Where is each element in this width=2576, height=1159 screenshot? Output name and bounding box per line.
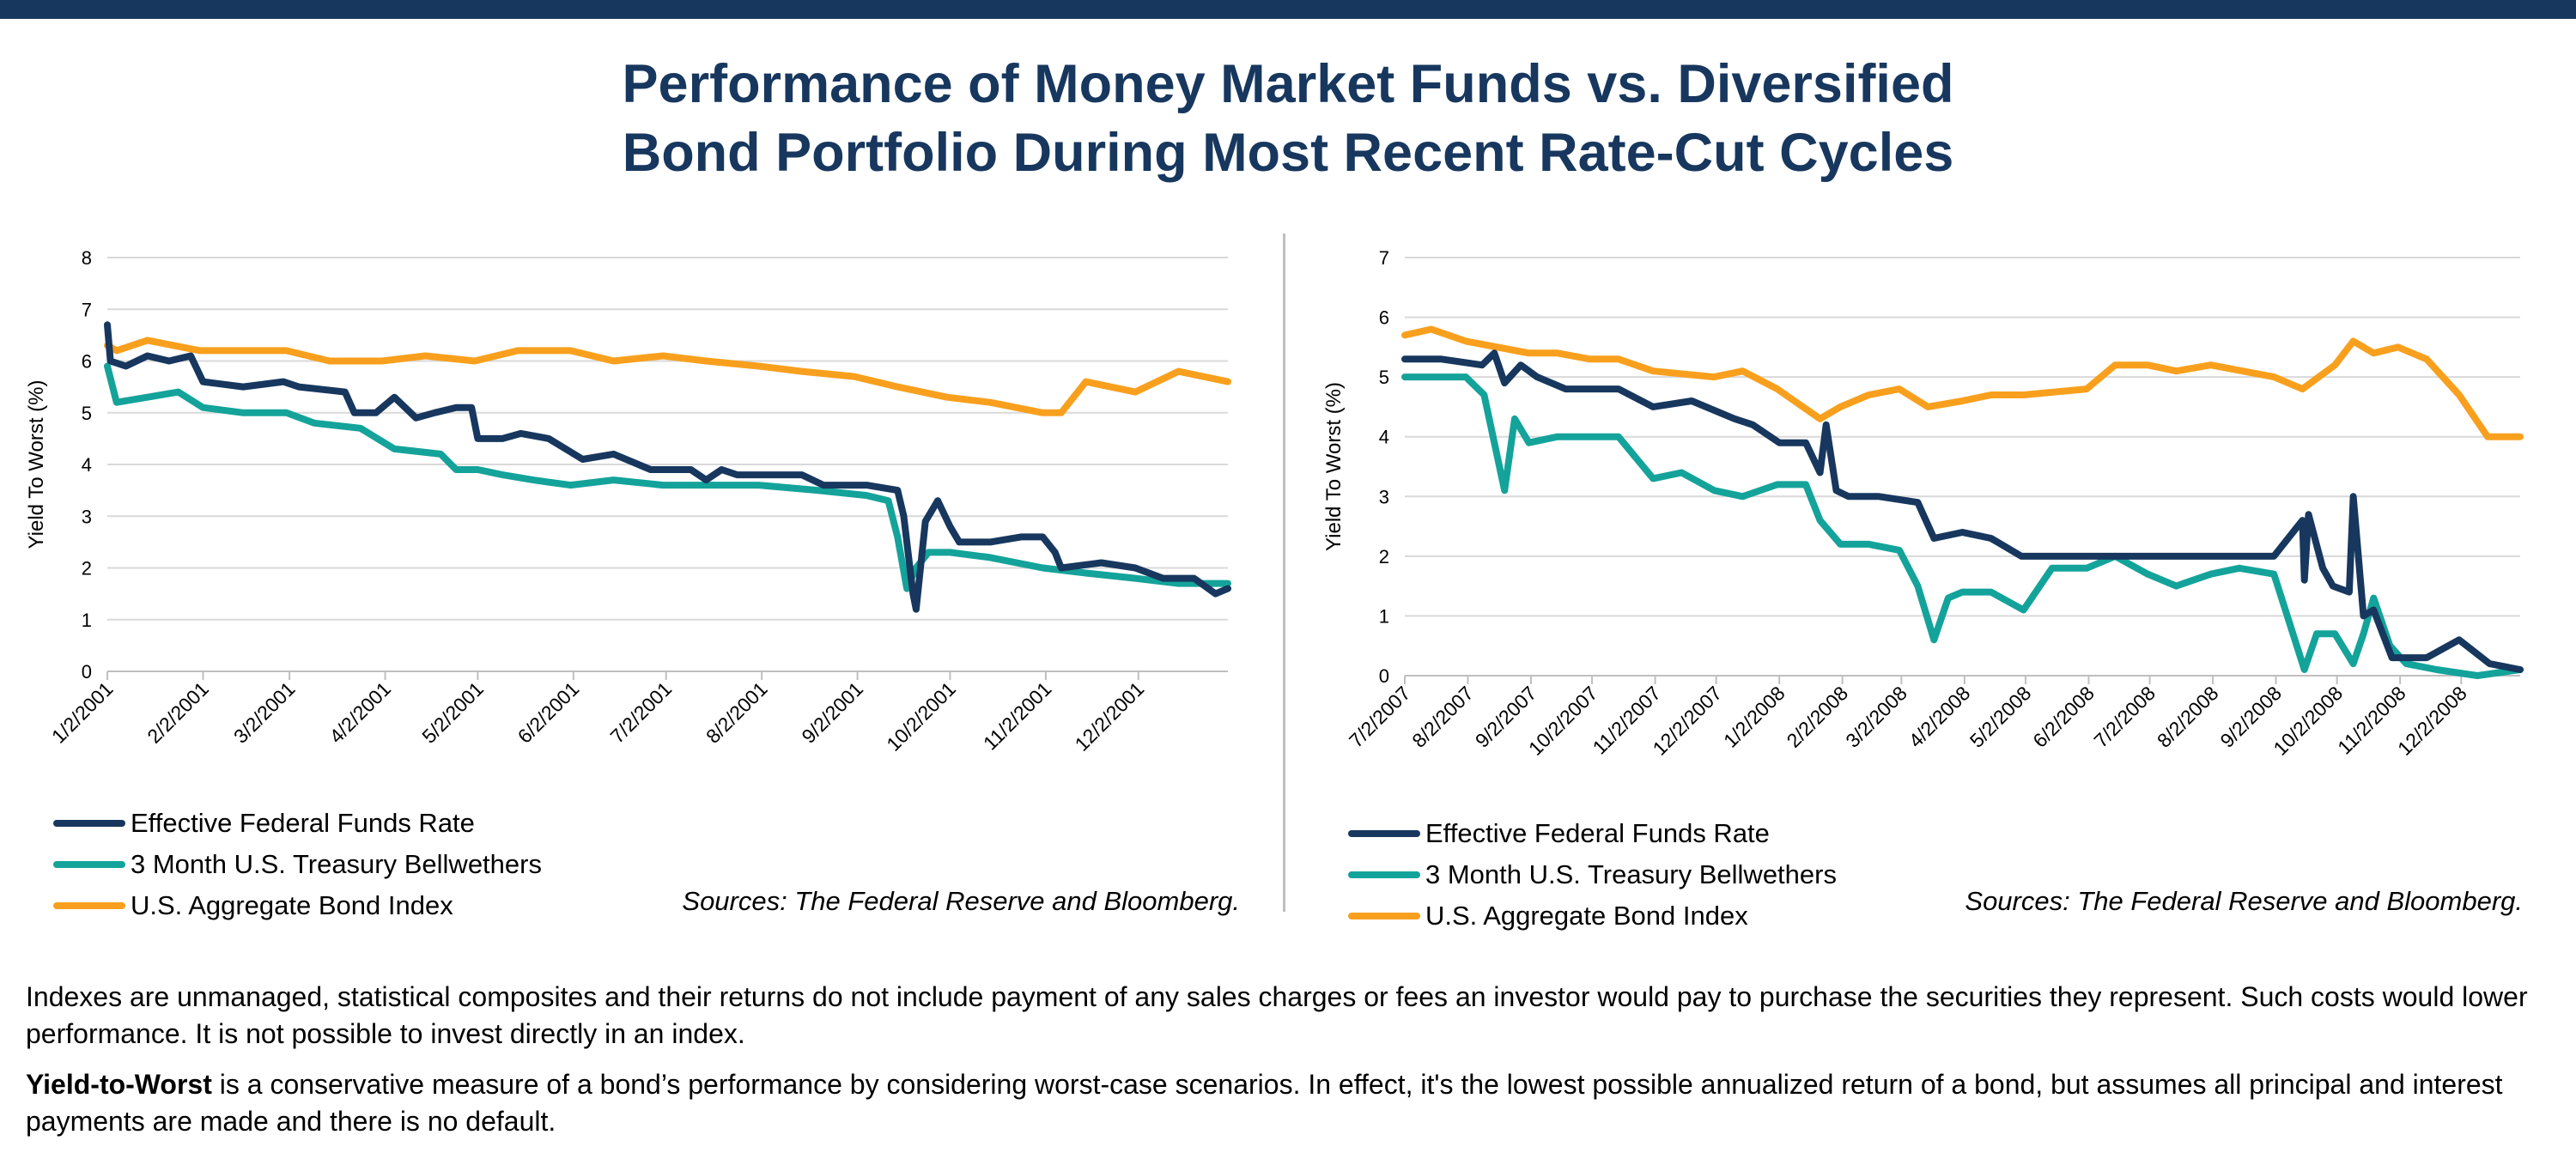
legend-label-aggregate: U.S. Aggregate Bond Index (1425, 901, 1748, 931)
x-tick-label: 1/2/2008 (1719, 682, 1789, 752)
y-tick-label: 3 (1379, 486, 1389, 507)
y-tick-label: 1 (1379, 605, 1389, 627)
x-tick-label: 3/2/2008 (1841, 682, 1911, 752)
legend-item-treasury: 3 Month U.S. Treasury Bellwethers (1348, 854, 1837, 895)
gridlines (1405, 257, 2520, 677)
legend-item-aggregate: U.S. Aggregate Bond Index (53, 885, 542, 926)
x-tick-label: 12/2/2001 (1071, 677, 1149, 755)
x-tick-label: 1/2/2001 (47, 677, 118, 748)
series-line-aggregate (1401, 325, 2524, 440)
legend-swatch-treasury (53, 861, 125, 868)
y-tick-label: 7 (82, 299, 92, 320)
legend-swatch-fed (1348, 830, 1420, 837)
x-tick-label: 5/2/2008 (1965, 682, 2036, 752)
footnote-yield-to-worst: Yield-to-Worst is a conservative measure… (26, 1066, 2542, 1140)
top-brand-bar (0, 0, 2576, 19)
y-tick-label: 6 (1379, 307, 1389, 329)
legend-label-aggregate: U.S. Aggregate Bond Index (131, 890, 453, 920)
legend-item-aggregate: U.S. Aggregate Bond Index (1348, 895, 1837, 937)
y-tick-label: 6 (82, 351, 92, 373)
x-tick-label: 2/2/2008 (1782, 682, 1852, 752)
legend-swatch-aggregate (1348, 913, 1420, 919)
legend-swatch-fed (53, 820, 125, 827)
gridlines (107, 257, 1228, 672)
title-line-1: Performance of Money Market Funds vs. Di… (622, 54, 1954, 114)
y-tick-label: 0 (1379, 665, 1389, 687)
legend-item-fed: Effective Federal Funds Rate (1348, 813, 1837, 854)
footnote-indexes: Indexes are unmanaged, statistical compo… (26, 979, 2542, 1053)
legend-label-treasury: 3 Month U.S. Treasury Bellwethers (131, 849, 542, 879)
y-tick-label: 3 (82, 506, 92, 527)
legend-label-fed: Effective Federal Funds Rate (131, 808, 475, 838)
series-line-treasury (104, 362, 1231, 592)
footnote-ytw-text: is a conservative measure of a bond’s pe… (26, 1069, 2503, 1137)
legend-swatch-aggregate (53, 902, 125, 909)
x-tick-label: 8/2/2007 (1407, 682, 1478, 752)
x-tick-label: 4/2/2001 (325, 677, 395, 748)
y-tick-label: 7 (1379, 247, 1389, 269)
legend-right: Effective Federal Funds Rate 3 Month U.S… (1348, 813, 1837, 937)
y-tick-label: 0 (82, 661, 92, 683)
x-tick-label: 7/2/2008 (2089, 682, 2160, 752)
x-tick-label: 7/2/2001 (606, 677, 677, 748)
x-tick-label: 5/2/2001 (417, 677, 488, 748)
title-line-2: Bond Portfolio During Most Recent Rate-C… (622, 123, 1954, 183)
x-tick-label: 6/2/2001 (513, 677, 584, 748)
y-tick-label: 5 (1379, 367, 1389, 388)
y-tick-label: 5 (82, 403, 92, 424)
series-line-fed (1401, 349, 2524, 673)
series-line-aggregate (104, 337, 1231, 416)
x-tick-label: 7/2/2007 (1345, 682, 1415, 752)
x-tick-label: 3/2/2001 (229, 677, 300, 748)
series-line-treasury (1401, 373, 2524, 679)
legend-label-fed: Effective Federal Funds Rate (1425, 818, 1770, 848)
x-tick-label: 9/2/2001 (797, 677, 867, 748)
y-tick-label: 4 (1379, 427, 1389, 448)
series-line-fed (104, 321, 1231, 613)
chart-2001: 0 1 2 3 4 5 6 7 8 Yield To Worst (%) 1/2/2001 2/2/2… (25, 247, 1231, 755)
x-tick-label: 4/2/2008 (1905, 682, 1975, 752)
x-tick-label: 10/2/2001 (882, 677, 960, 755)
legend-item-treasury: 3 Month U.S. Treasury Bellwethers (53, 844, 542, 885)
chart-divider (1283, 234, 1285, 912)
footnote-ytw-term: Yield-to-Worst (26, 1069, 212, 1100)
legend-label-treasury: 3 Month U.S. Treasury Bellwethers (1425, 859, 1837, 889)
y-tick-label: 4 (82, 454, 92, 476)
x-tick-label: 8/2/2001 (702, 677, 772, 748)
y-axis-label: Yield To Worst (%) (1322, 382, 1346, 551)
sources-left: Sources: The Federal Reserve and Bloombe… (682, 886, 1240, 916)
y-tick-label: 8 (82, 247, 92, 269)
page-title: Performance of Money Market Funds vs. Di… (0, 50, 2576, 187)
y-tick-label: 2 (1379, 546, 1389, 567)
footnote-indexes-text: Indexes are unmanaged, statistical compo… (26, 981, 2528, 1049)
y-axis-label: Yield To Worst (%) (25, 380, 48, 549)
x-tick-label: 2/2/2001 (143, 677, 213, 748)
x-tick-label: 8/2/2008 (2153, 682, 2223, 752)
legend-left: Effective Federal Funds Rate 3 Month U.S… (53, 803, 542, 926)
sources-right: Sources: The Federal Reserve and Bloombe… (1965, 886, 2523, 916)
x-tick-label: 6/2/2008 (2028, 682, 2099, 752)
y-tick-label: 2 (82, 558, 92, 580)
legend-item-fed: Effective Federal Funds Rate (53, 803, 542, 844)
legend-swatch-treasury (1348, 871, 1420, 878)
x-tick-label: 11/2/2001 (979, 677, 1056, 755)
y-tick-label: 1 (82, 610, 92, 631)
